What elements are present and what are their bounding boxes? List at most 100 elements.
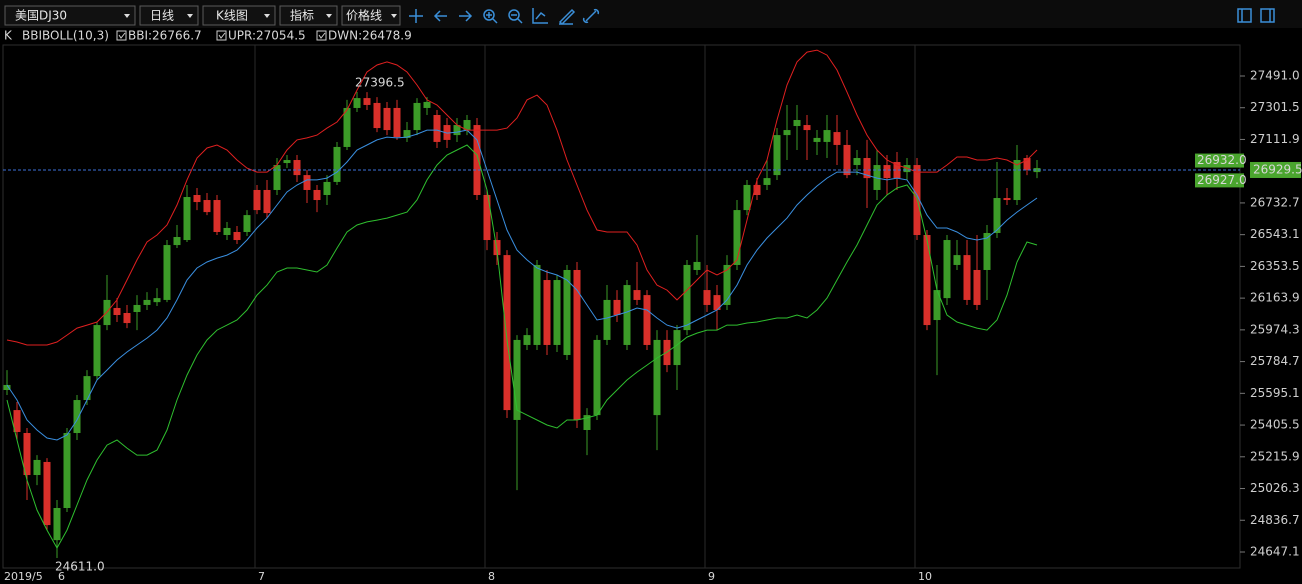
candle-body xyxy=(503,255,511,411)
checkbox[interactable] xyxy=(116,30,127,41)
candle-body xyxy=(823,130,831,142)
indicator-line xyxy=(6,144,1038,550)
candle-body xyxy=(403,130,411,138)
candle-body xyxy=(203,200,211,213)
candle-body xyxy=(163,245,171,300)
candle-body xyxy=(33,459,41,476)
x-tick-label: 10 xyxy=(918,570,932,583)
candle-body xyxy=(553,280,561,345)
period-select[interactable] xyxy=(139,5,199,26)
zoom-in-plus[interactable] xyxy=(486,12,498,24)
ask-label: 26932.0 xyxy=(1197,153,1247,167)
candle-body xyxy=(363,98,371,105)
candle-body xyxy=(593,339,601,416)
candle-body xyxy=(743,184,751,211)
chart-kind-text: K线图 xyxy=(216,9,248,23)
last-price-label: 26929.5 xyxy=(1253,162,1302,176)
candle-body xyxy=(303,175,311,190)
x-tick-label: 8 xyxy=(488,570,495,583)
candle-body xyxy=(533,264,541,345)
zoom-in-icon[interactable] xyxy=(483,9,495,21)
candle-body xyxy=(1023,158,1031,171)
candle-body xyxy=(943,240,951,299)
candle-body xyxy=(953,255,961,265)
candle-body xyxy=(223,227,231,236)
candle-body xyxy=(1003,198,1011,201)
y-tick-label: 25026.3 xyxy=(1250,481,1300,495)
symbol-select[interactable] xyxy=(4,5,136,26)
candle-body xyxy=(333,146,341,182)
indicator-label: BBIBOLL(10,3) xyxy=(22,29,109,43)
chart-kind-select[interactable] xyxy=(202,5,276,26)
check xyxy=(118,32,126,39)
y-tick-label: 27111.9 xyxy=(1250,132,1300,146)
checkbox[interactable] xyxy=(316,30,327,41)
candle-body xyxy=(753,184,761,196)
candle-body xyxy=(373,102,381,129)
candle-body xyxy=(123,313,131,324)
candle-body xyxy=(643,295,651,345)
zoom-out-minus[interactable] xyxy=(511,14,523,24)
indicator-text: 指标 xyxy=(290,8,314,23)
candle-body xyxy=(673,330,681,366)
candle-body xyxy=(443,125,451,140)
candle-body xyxy=(43,461,51,526)
candle-body xyxy=(973,269,981,305)
x-tick-label: 7 xyxy=(258,570,265,583)
x-axis-label: 2019/5 xyxy=(4,570,43,583)
y-tick-label: 25784.7 xyxy=(1250,354,1300,368)
candle-body xyxy=(63,433,71,508)
candle-body xyxy=(413,102,421,131)
checkbox[interactable] xyxy=(216,30,227,41)
tool-icons[interactable] xyxy=(409,8,1275,26)
dropdown-arrow xyxy=(124,14,130,18)
left-icon[interactable] xyxy=(433,10,447,22)
legend-entry: BBI:26766.7 xyxy=(128,29,202,43)
candle-body xyxy=(933,290,941,321)
candle-body xyxy=(13,410,21,433)
candle-body xyxy=(993,198,1001,233)
right-icon[interactable] xyxy=(459,10,473,22)
pen-icon[interactable] xyxy=(558,8,576,26)
candle-body xyxy=(763,178,771,185)
indicator-select[interactable] xyxy=(279,5,338,26)
symbol-text: 美国DJ30 xyxy=(15,9,67,23)
candle-body xyxy=(233,231,241,241)
candle-body xyxy=(23,433,31,476)
legend-entry: DWN:26478.9 xyxy=(328,29,412,43)
candle-body xyxy=(343,107,351,147)
axis-icon[interactable] xyxy=(532,8,548,24)
candle-body xyxy=(293,160,301,176)
candle-body xyxy=(853,158,861,166)
y-tick-label: 26732.7 xyxy=(1250,195,1300,209)
candle-body xyxy=(923,235,931,326)
layout-icon[interactable] xyxy=(1260,8,1275,23)
candle-body xyxy=(213,200,221,232)
candle-body xyxy=(883,165,891,179)
crosshair-icon[interactable] xyxy=(409,9,423,23)
dropdown-arrow xyxy=(187,14,193,18)
zoom-out-icon[interactable] xyxy=(508,9,520,21)
legend: K BBIBOLL(10,3) BBI:26766.7 UPR:27054.5 … xyxy=(4,29,412,43)
candle-body xyxy=(793,120,801,127)
candle-body xyxy=(683,264,691,331)
y-tick-label: 26353.5 xyxy=(1250,259,1300,273)
candle-body xyxy=(273,165,281,190)
candle-body xyxy=(353,98,361,108)
price-line-select[interactable] xyxy=(341,5,401,26)
candle-body xyxy=(453,125,461,136)
link-icon[interactable] xyxy=(582,8,600,24)
last-price-box xyxy=(1250,161,1301,178)
indicator-line xyxy=(6,49,1038,346)
y-tick-label: 25215.9 xyxy=(1250,449,1300,463)
candle-body xyxy=(143,299,151,305)
candle-body xyxy=(53,507,61,541)
candle-body xyxy=(613,299,621,316)
candle-body xyxy=(283,160,291,164)
candle-body xyxy=(483,195,491,241)
layout-icon[interactable] xyxy=(1237,8,1252,23)
y-tick-label: 26543.1 xyxy=(1250,227,1300,241)
candle-body xyxy=(833,132,841,145)
candle-body xyxy=(433,114,441,142)
y-tick-label: 27491.0 xyxy=(1250,68,1300,82)
